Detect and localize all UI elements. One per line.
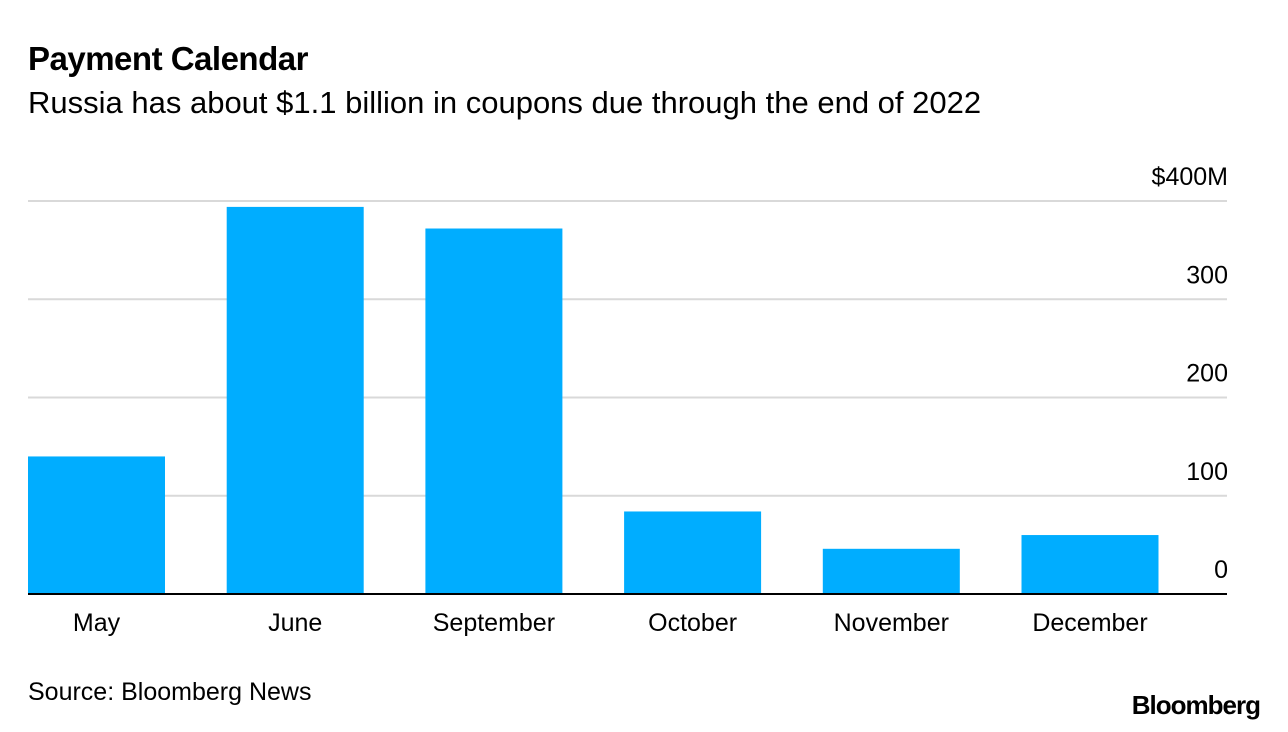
chart-subtitle: Russia has about $1.1 billion in coupons… [28,85,982,120]
x-tick-label-may: May [73,609,121,637]
bloomberg-logo: Bloomberg [1131,690,1261,720]
source-note: Source: Bloomberg News [28,678,312,706]
bar-december [1021,535,1159,594]
y-tick-label-0: 0 [1214,556,1228,584]
bar-september [425,228,563,594]
y-axis-tick-labels: 0 100 200 300 $400M [1152,163,1228,584]
bars [28,206,1159,594]
x-tick-label-november: November [834,609,949,637]
y-tick-label-200: 200 [1186,360,1228,388]
x-tick-label-december: December [1032,609,1147,637]
x-tick-label-june: June [268,609,322,637]
x-tick-label-october: October [648,609,737,637]
x-axis-tick-labels: May June September October November December [73,609,1148,637]
grid-lines [28,200,1227,497]
bar-june [226,206,364,594]
y-tick-label-100: 100 [1186,458,1228,486]
bar-november [822,548,960,594]
y-tick-label-300: 300 [1186,261,1228,289]
x-tick-label-september: September [433,609,555,637]
bar-may [28,456,165,594]
bar-october [624,511,762,594]
y-tick-label-400: $400M [1152,163,1228,191]
chart-title: Payment Calendar [28,40,308,77]
